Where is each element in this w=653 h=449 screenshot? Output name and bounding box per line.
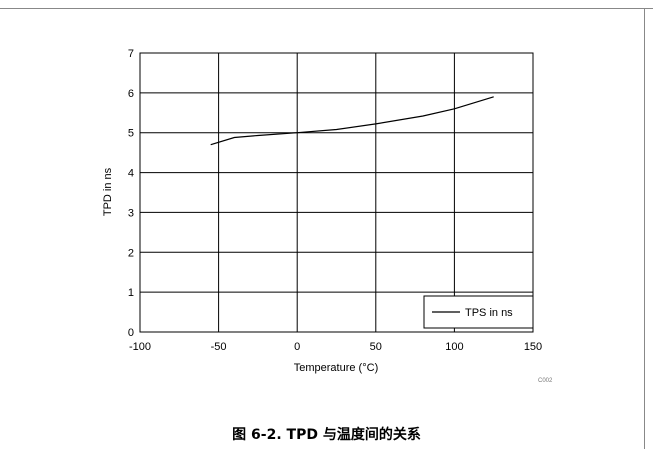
tick-labels: 0 1 2 3 4 5 6 7 -100 -50 0 50 100 150 (128, 48, 542, 353)
y-axis-title: TPD in ns (102, 167, 114, 216)
x-tick-label: 0 (294, 341, 300, 353)
figure-caption: 图 6-2. TPD 与温度间的关系 (232, 427, 421, 443)
figure-code: C002 (538, 378, 553, 384)
x-tick-label: 150 (524, 341, 542, 353)
series-layer (210, 96, 494, 146)
legend-box (423, 295, 534, 329)
x-tick-label: -100 (129, 341, 151, 353)
series-line (210, 96, 494, 146)
x-axis-title: Temperature (°C) (294, 362, 378, 374)
y-tick-label: 2 (128, 247, 134, 259)
x-tick-label: -50 (211, 341, 227, 353)
y-tick-label: 3 (128, 207, 134, 219)
y-tick-label: 0 (128, 327, 134, 339)
y-tick-label: 1 (128, 287, 134, 299)
x-tick-label: 50 (370, 341, 382, 353)
plot-border (139, 52, 534, 333)
legend: TPS in ns (423, 295, 534, 329)
grid (139, 52, 534, 333)
y-tick-label: 6 (128, 88, 134, 100)
x-tick-label: 100 (445, 341, 463, 353)
y-tick-label: 7 (128, 48, 134, 60)
legend-label: TPS in ns (465, 307, 513, 319)
y-tick-label: 5 (128, 128, 134, 140)
y-tick-label: 4 (128, 168, 134, 180)
